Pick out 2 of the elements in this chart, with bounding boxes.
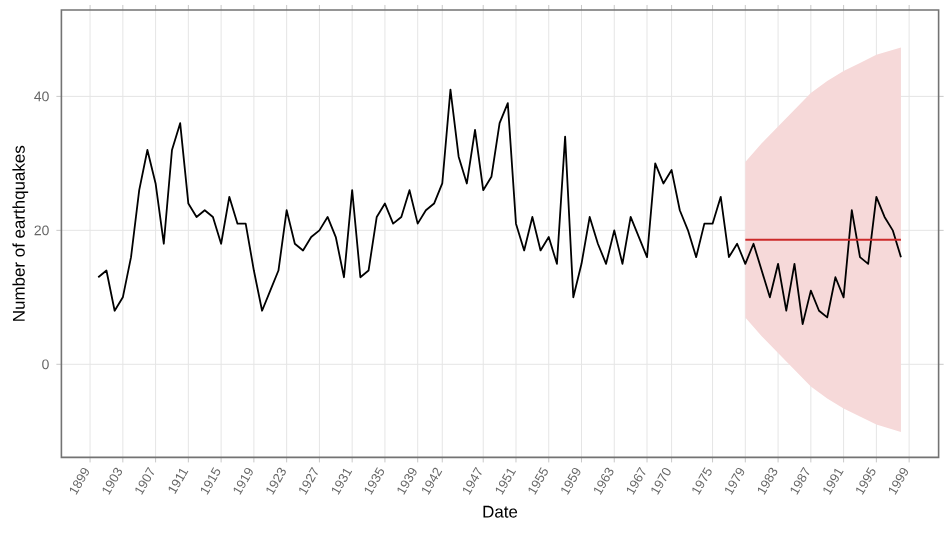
y-axis-title: Number of earthquakes — [12, 145, 29, 321]
x-axis-title: Date — [483, 505, 518, 518]
